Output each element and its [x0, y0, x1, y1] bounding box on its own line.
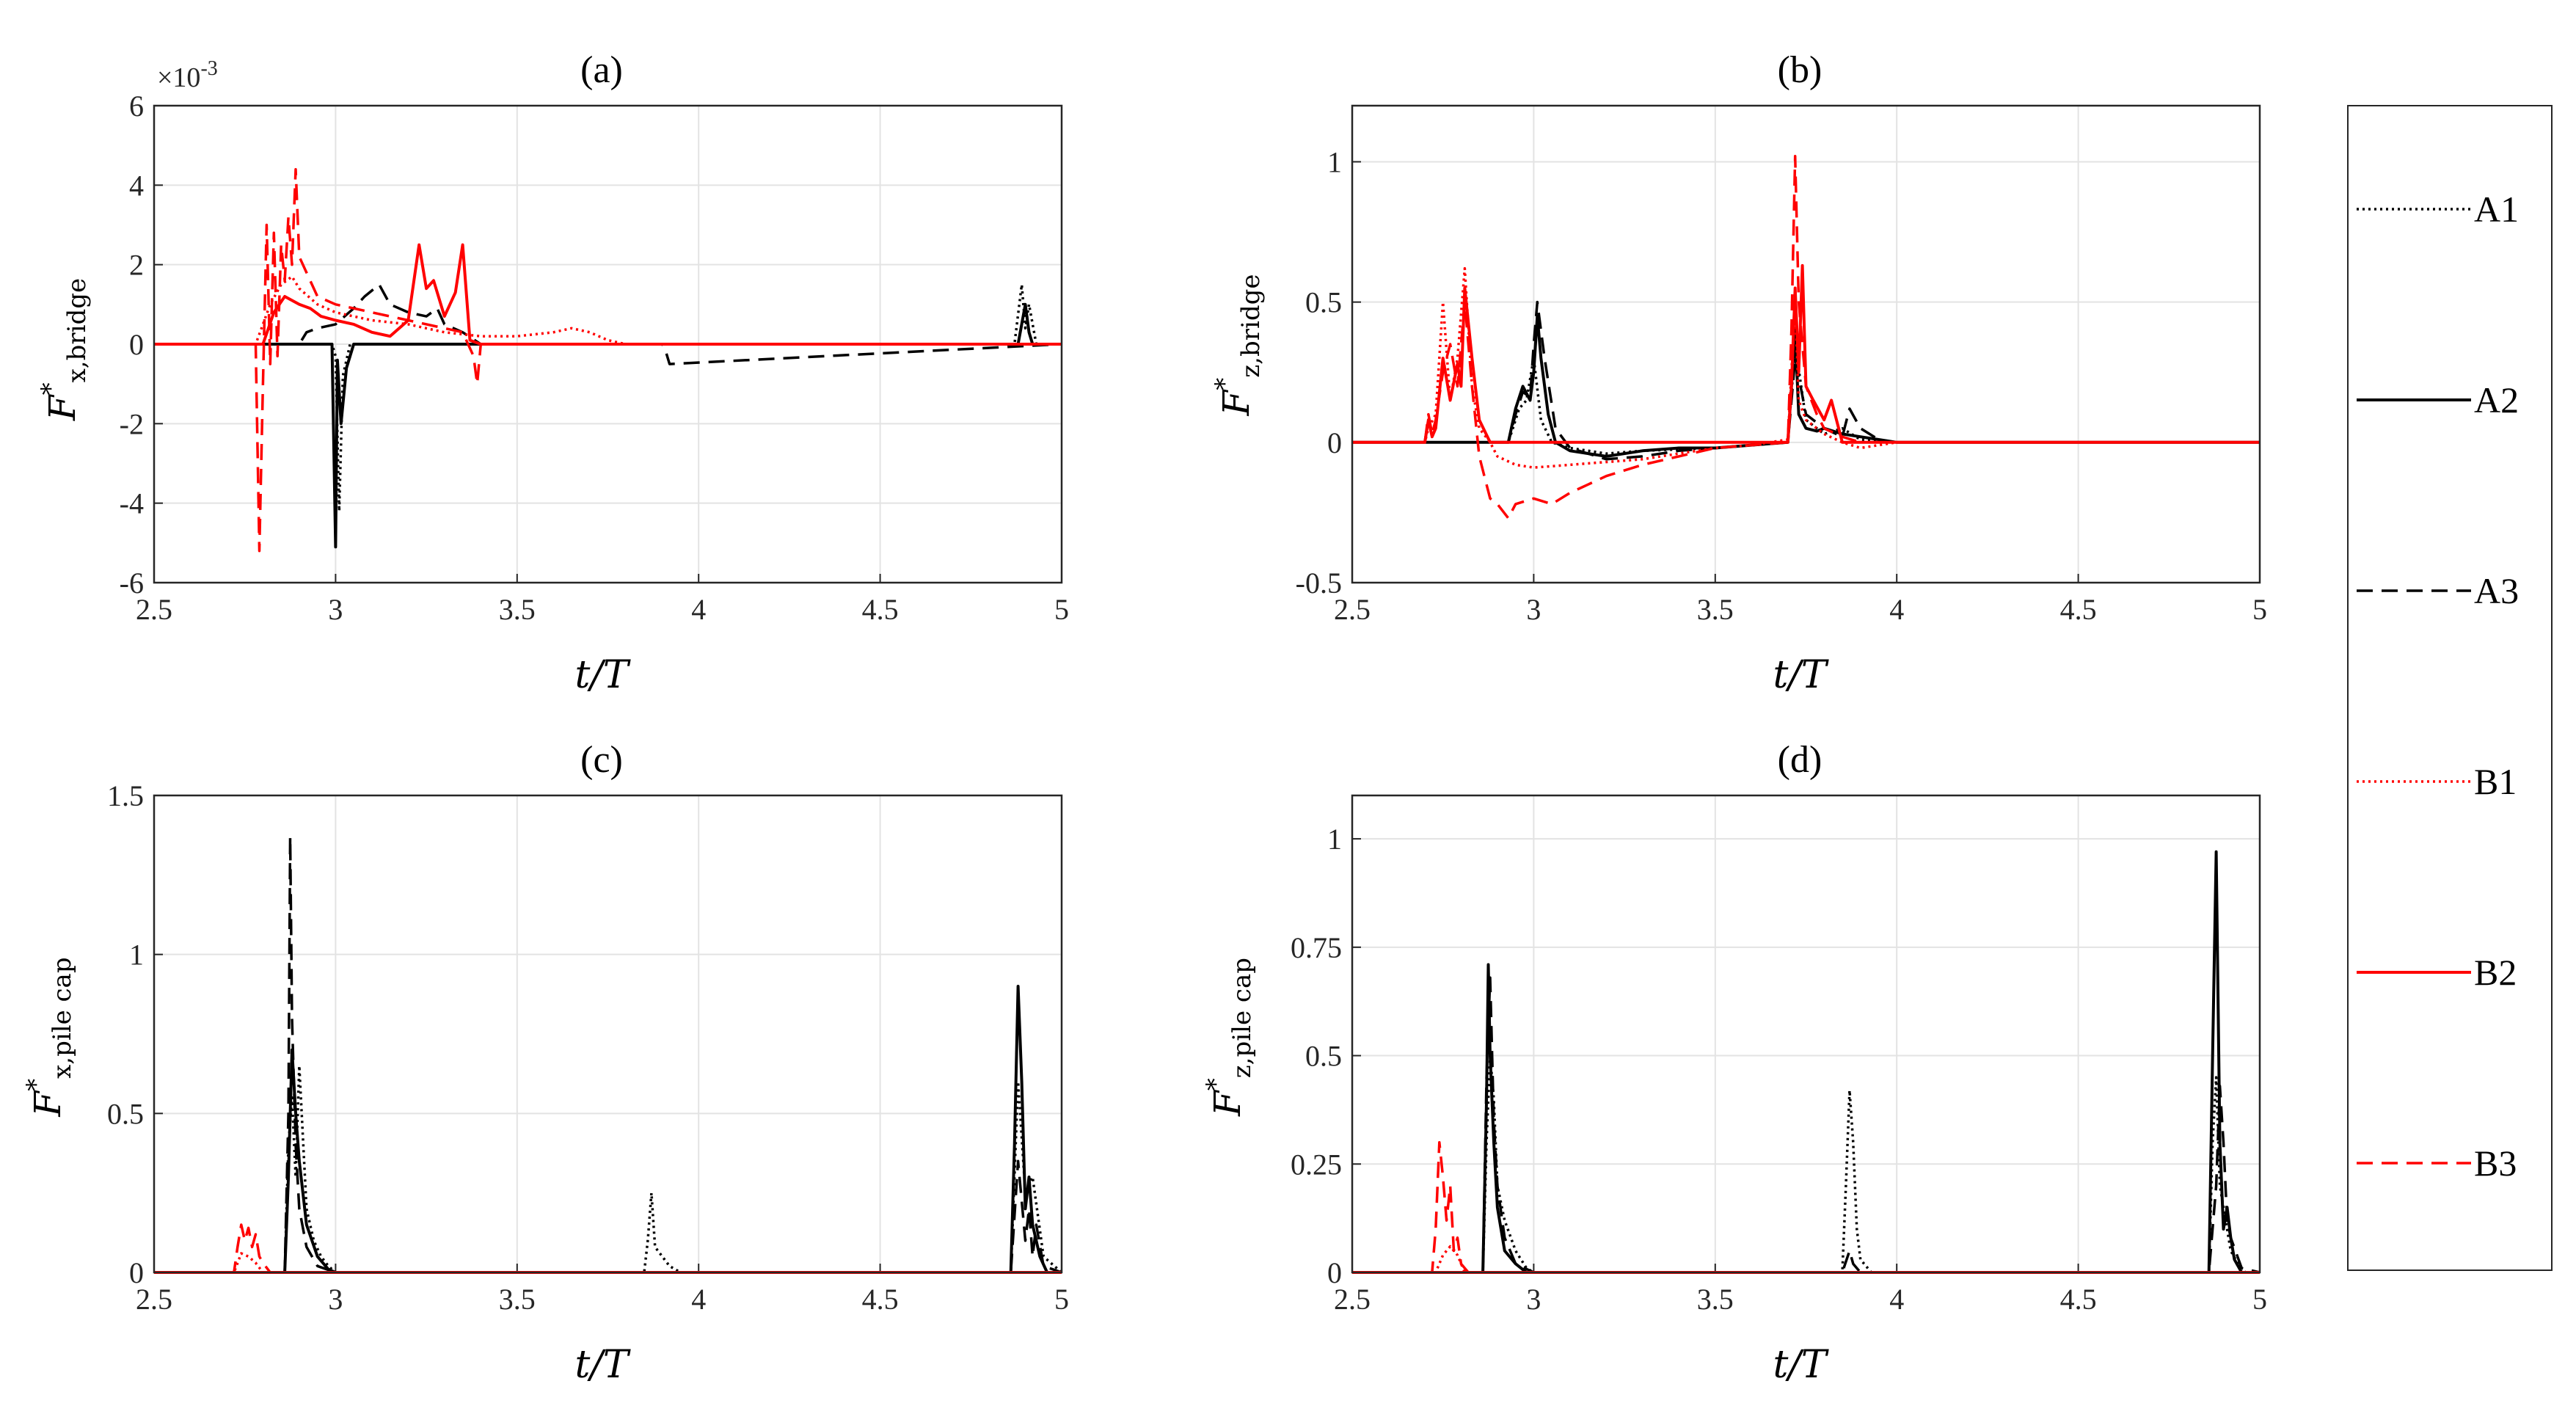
panel-b-ytick-label: -0.5 [1296, 567, 1342, 600]
panel-d-ytick-label: 1 [1327, 823, 1342, 856]
panel-a-xtick-label: 4.5 [862, 593, 899, 626]
panel-c-ytick-label: 0 [129, 1256, 144, 1289]
panel-a-ytick-label: 4 [129, 169, 144, 202]
panel-a-ytick-label: 2 [129, 249, 144, 282]
panel-b-ylabel: F*z,bridge [1210, 274, 1266, 417]
panel-d-ytick-label: 0.25 [1291, 1148, 1342, 1181]
panel-b-series-b1 [1352, 267, 2260, 469]
panel-a-xlabel: t/T [574, 653, 630, 697]
panel-c-xtick-label: 3 [328, 1283, 343, 1316]
panel-b-xlabel: t/T [1773, 653, 1828, 697]
legend-label-b3: B3 [2474, 1143, 2517, 1184]
panel-a-ytick-label: 0 [129, 328, 144, 361]
panel-c-xtick-label: 4.5 [862, 1283, 899, 1316]
panel-a-ytick-label: -2 [120, 407, 144, 440]
panel-a-ytick-label: -6 [120, 567, 144, 600]
legend-label-b1: B1 [2474, 761, 2517, 802]
panel-a-xtick-label: 2.5 [136, 593, 172, 626]
panel-a-ytick-label: 6 [129, 90, 144, 123]
panel-a-ylabel: F*x,bridge [36, 278, 92, 421]
panel-c-ylabel: F*x,pile cap [21, 957, 77, 1117]
panel-d-xtick-label: 3 [1526, 1283, 1541, 1316]
panel-b: (b) F*z,bridge t/T 2.5 3 3.5 4 4.5 5 -0.5 0 0.5 1 [1210, 49, 2267, 697]
panel-a-axes-box [153, 104, 1063, 584]
panel-a-ytick-label: -4 [120, 487, 144, 520]
panel-a-series-b3 [154, 167, 1062, 553]
legend-label-a3: A3 [2474, 570, 2519, 611]
panel-d-ylabel: F*z,pile cap [1201, 958, 1257, 1117]
legend: A1 A2 A3 B1 B2 B3 [2347, 105, 2553, 1271]
panel-a-xtick-label: 3 [328, 593, 343, 626]
panel-a-xtick-label: 4 [691, 593, 706, 626]
panel-d-series-b3 [1352, 1140, 2260, 1274]
panel-c-ytick-label: 1.5 [107, 779, 144, 812]
panel-c-axes-box [153, 794, 1063, 1274]
panel-b-series-a2 [1352, 314, 2260, 458]
panel-c-xtick-label: 5 [1054, 1283, 1069, 1316]
panel-d-xtick-label: 3.5 [1697, 1283, 1734, 1316]
panel-b-xtick-label: 3 [1526, 593, 1541, 626]
panel-a-series-a2 [154, 302, 1062, 549]
panel-b-xtick-label: 3.5 [1697, 593, 1734, 626]
panel-a-exponent: ×10-3 [157, 57, 218, 93]
panel-d-ytick-label: 0.75 [1291, 931, 1342, 964]
panel-a: (a) F*x,bridge t/T ×10-3 2.5 3 3.5 4 4.5 5 -6 -… [36, 49, 1069, 697]
panel-d-xtick-label: 4.5 [2060, 1283, 2097, 1316]
panel-d-xtick-label: 2.5 [1334, 1283, 1371, 1316]
panel-b-ytick-label: 1 [1327, 145, 1342, 178]
panel-c-series-a3 [154, 835, 1062, 1274]
panel-a-series-b1 [154, 275, 1062, 346]
panel-d-xtick-label: 4 [1889, 1283, 1904, 1316]
panel-c-xtick-label: 2.5 [136, 1283, 172, 1316]
panel-c-series-b3 [154, 1223, 1062, 1274]
panel-d-xlabel: t/T [1773, 1343, 1828, 1387]
legend-box [2347, 105, 2553, 1271]
panel-b-xtick-label: 2.5 [1334, 593, 1371, 626]
panel-b-title: (b) [1778, 49, 1822, 91]
legend-label-a2: A2 [2474, 379, 2519, 420]
panel-c: (c) F*x,pile cap t/T 2.5 3 3.5 4 4.5 5 0 0.5 1 1.… [21, 739, 1069, 1387]
panel-d-plot-area [1352, 795, 2260, 1272]
panel-b-ytick-label: 0 [1327, 426, 1342, 459]
panel-b-xtick-label: 4 [1889, 593, 1904, 626]
legend-label-b2: B2 [2474, 952, 2517, 993]
panel-a-series-b2 [154, 243, 1062, 346]
panel-a-title: (a) [580, 49, 623, 91]
panel-b-xtick-label: 4.5 [2060, 593, 2097, 626]
panel-c-xtick-label: 3.5 [499, 1283, 536, 1316]
panel-b-ytick-label: 0.5 [1305, 286, 1342, 319]
panel-d-ytick-label: 0.5 [1305, 1040, 1342, 1073]
panel-d-axes-box [1351, 794, 2261, 1274]
panel-b-xtick-label: 5 [2252, 593, 2267, 626]
panel-b-axes-box [1351, 104, 2261, 584]
panel-d-ytick-label: 0 [1327, 1256, 1342, 1289]
panel-d: (d) F*z,pile cap t/T 2.5 3 3.5 4 4.5 5 0 0.25 0.… [1201, 739, 2267, 1387]
panel-c-ytick-label: 0.5 [107, 1097, 144, 1130]
panel-c-ytick-label: 1 [129, 939, 144, 972]
panel-c-xtick-label: 4 [691, 1283, 706, 1316]
panel-d-title: (d) [1778, 739, 1822, 781]
panel-a-xtick-label: 3.5 [499, 593, 536, 626]
panel-a-xtick-label: 5 [1054, 593, 1069, 626]
panel-c-xlabel: t/T [574, 1343, 630, 1387]
legend-label-a1: A1 [2474, 189, 2519, 230]
panel-d-series-a3 [1352, 976, 2261, 1274]
panel-d-xtick-label: 5 [2252, 1283, 2267, 1316]
panel-b-series-b3 [1352, 155, 2260, 520]
panel-b-series-a3 [1352, 300, 2260, 461]
panel-c-title: (c) [580, 739, 623, 781]
